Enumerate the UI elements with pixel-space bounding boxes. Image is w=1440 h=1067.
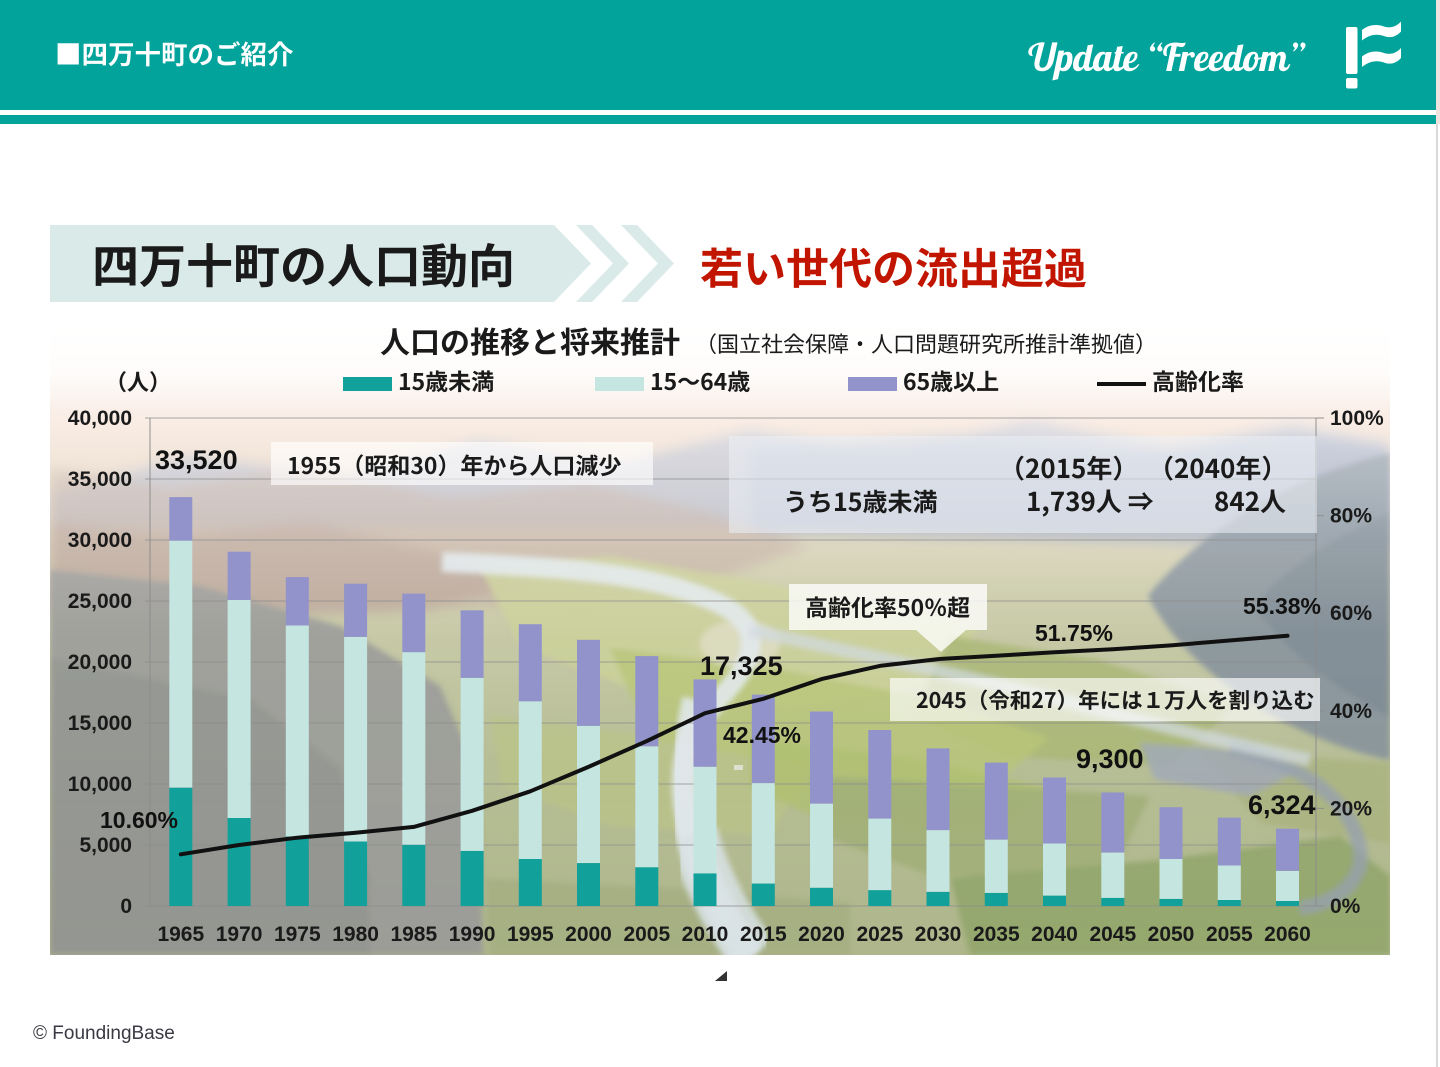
svg-text:1985: 1985 bbox=[390, 923, 437, 946]
svg-text:2035: 2035 bbox=[973, 923, 1020, 946]
svg-text:9,300: 9,300 bbox=[1076, 744, 1144, 774]
svg-text:60%: 60% bbox=[1330, 602, 1372, 625]
svg-text:33,520: 33,520 bbox=[155, 445, 238, 475]
svg-text:0%: 0% bbox=[1330, 895, 1361, 918]
svg-text:2040: 2040 bbox=[1031, 923, 1078, 946]
svg-text:15,000: 15,000 bbox=[68, 712, 132, 735]
svg-text:35,000: 35,000 bbox=[68, 468, 132, 491]
svg-text:2005: 2005 bbox=[623, 923, 670, 946]
svg-text:2020: 2020 bbox=[798, 923, 845, 946]
svg-text:1980: 1980 bbox=[332, 923, 379, 946]
svg-text:2015: 2015 bbox=[740, 923, 787, 946]
svg-text:5,000: 5,000 bbox=[79, 834, 132, 857]
svg-text:40,000: 40,000 bbox=[68, 407, 132, 430]
svg-text:2000: 2000 bbox=[565, 923, 612, 946]
svg-text:2050: 2050 bbox=[1148, 923, 1195, 946]
svg-text:2030: 2030 bbox=[915, 923, 962, 946]
svg-text:10.60%: 10.60% bbox=[100, 807, 178, 833]
svg-text:1995: 1995 bbox=[507, 923, 554, 946]
svg-text:1965: 1965 bbox=[157, 923, 204, 946]
svg-text:17,325: 17,325 bbox=[700, 651, 783, 681]
svg-text:42.45%: 42.45% bbox=[723, 722, 801, 748]
svg-text:80%: 80% bbox=[1330, 505, 1372, 528]
svg-text:25,000: 25,000 bbox=[68, 590, 132, 613]
svg-text:30,000: 30,000 bbox=[68, 529, 132, 552]
svg-text:0: 0 bbox=[120, 895, 132, 918]
svg-text:6,324: 6,324 bbox=[1248, 790, 1316, 820]
svg-text:1990: 1990 bbox=[449, 923, 496, 946]
svg-text:100%: 100% bbox=[1330, 407, 1384, 430]
svg-text:20%: 20% bbox=[1330, 797, 1372, 820]
svg-text:2010: 2010 bbox=[682, 923, 729, 946]
svg-text:1975: 1975 bbox=[274, 923, 321, 946]
svg-text:2060: 2060 bbox=[1264, 923, 1311, 946]
svg-text:2025: 2025 bbox=[856, 923, 903, 946]
svg-text:40%: 40% bbox=[1330, 700, 1372, 723]
svg-text:2055: 2055 bbox=[1206, 923, 1253, 946]
svg-text:51.75%: 51.75% bbox=[1035, 620, 1113, 646]
svg-text:1970: 1970 bbox=[216, 923, 263, 946]
svg-text:2045: 2045 bbox=[1089, 923, 1136, 946]
svg-text:20,000: 20,000 bbox=[68, 651, 132, 674]
svg-text:10,000: 10,000 bbox=[68, 773, 132, 796]
svg-text:55.38%: 55.38% bbox=[1243, 593, 1321, 619]
